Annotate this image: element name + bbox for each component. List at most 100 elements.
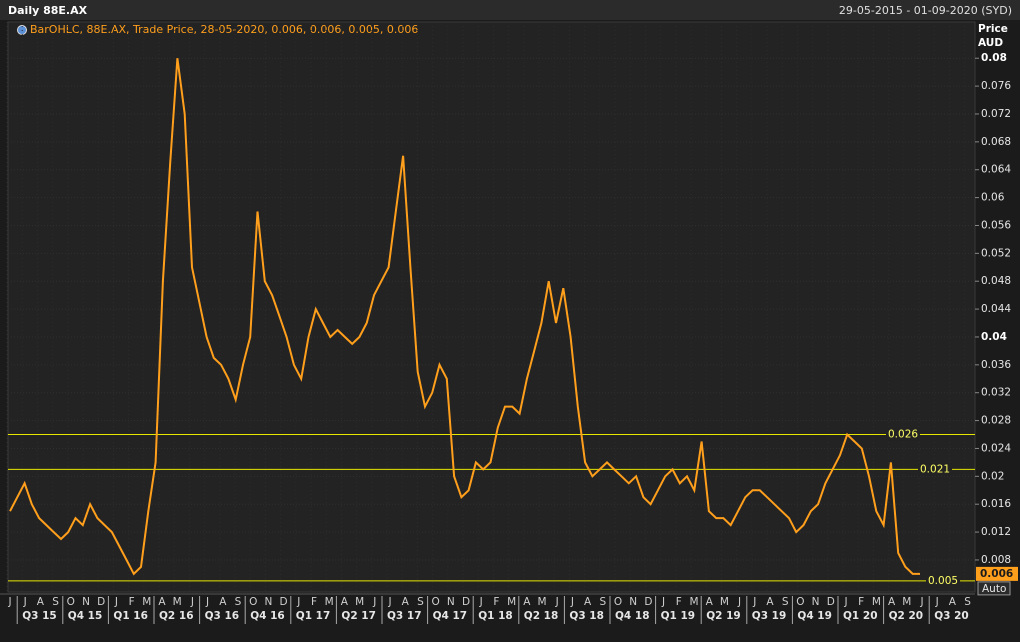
month-label: F — [676, 596, 682, 608]
month-label: A — [706, 596, 714, 608]
month-label: O — [67, 596, 75, 608]
month-label: J — [479, 596, 483, 608]
month-label: N — [447, 596, 455, 608]
quarter-label: Q2 20 — [889, 610, 924, 622]
scale-mode-box — [977, 581, 1011, 596]
month-label: J — [296, 596, 300, 608]
month-label: N — [264, 596, 272, 608]
month-label: J — [114, 596, 118, 608]
month-label: D — [827, 596, 835, 608]
y-tick-label: 0.052 — [981, 247, 1011, 259]
month-label: J — [7, 596, 11, 608]
quarter-label: Q3 19 — [752, 610, 787, 622]
quarter-label: Q1 19 — [661, 610, 696, 622]
month-label: S — [235, 596, 242, 608]
month-label: F — [858, 596, 864, 608]
scale-mode[interactable]: Auto — [982, 583, 1006, 595]
y-axis-unit: AUD — [978, 37, 1003, 49]
month-label: J — [843, 596, 847, 608]
quarter-label: Q4 19 — [797, 610, 832, 622]
y-tick-label: 0.072 — [981, 108, 1011, 120]
month-label: N — [629, 596, 637, 608]
month-label: S — [417, 596, 424, 608]
y-tick-label: 0.032 — [981, 387, 1011, 399]
y-tick-label: 0.044 — [981, 303, 1011, 315]
month-label: M — [173, 596, 182, 608]
month-label: O — [796, 596, 804, 608]
month-label: M — [507, 596, 516, 608]
month-label: A — [158, 596, 166, 608]
month-label: M — [720, 596, 729, 608]
month-label: M — [689, 596, 698, 608]
month-label: J — [387, 596, 391, 608]
y-tick-label: 0.064 — [981, 164, 1011, 176]
month-label: J — [752, 596, 756, 608]
month-label: A — [584, 596, 592, 608]
chart-title: Daily 88E.AX — [8, 4, 88, 17]
month-label: F — [129, 596, 135, 608]
month-label: M — [537, 596, 546, 608]
month-label: N — [812, 596, 820, 608]
month-label: J — [190, 596, 194, 608]
header-bar — [0, 0, 1020, 20]
month-label: S — [52, 596, 59, 608]
month-label: O — [249, 596, 257, 608]
quarter-label: Q4 15 — [68, 610, 103, 622]
level-label-bg — [918, 463, 952, 476]
month-label: O — [431, 596, 439, 608]
y-tick-label: 0.076 — [981, 80, 1011, 92]
y-tick-label: 0.08 — [981, 52, 1007, 64]
quarter-label: Q1 20 — [843, 610, 878, 622]
month-label: O — [614, 596, 622, 608]
quarter-label: Q3 15 — [22, 610, 57, 622]
quarter-label: Q1 17 — [296, 610, 331, 622]
month-label: J — [919, 596, 923, 608]
y-tick-label: 0.04 — [981, 331, 1007, 343]
quarter-label: Q4 16 — [250, 610, 285, 622]
price-line — [9, 58, 920, 576]
date-range: 29-05-2015 - 01-09-2020 (SYD) — [839, 4, 1012, 17]
month-label: D — [462, 596, 470, 608]
level-label: 0.005 — [928, 575, 958, 587]
month-label: M — [902, 596, 911, 608]
month-label: D — [97, 596, 105, 608]
month-label: J — [23, 596, 27, 608]
last-price-tag — [976, 566, 1018, 581]
month-label: F — [493, 596, 499, 608]
month-label: A — [341, 596, 349, 608]
month-label: A — [949, 596, 957, 608]
month-label: J — [555, 596, 559, 608]
month-label: J — [372, 596, 376, 608]
quarter-label: Q4 18 — [615, 610, 650, 622]
quarter-label: Q4 17 — [433, 610, 468, 622]
month-label: A — [37, 596, 45, 608]
month-label: S — [599, 596, 606, 608]
last-price-label: 0.006 — [980, 568, 1013, 580]
quarter-label: Q3 17 — [387, 610, 422, 622]
month-label: S — [782, 596, 789, 608]
month-label: J — [935, 596, 939, 608]
quarter-label: Q2 16 — [159, 610, 194, 622]
month-label: A — [523, 596, 531, 608]
month-label: J — [570, 596, 574, 608]
y-tick-label: 0.008 — [981, 554, 1011, 566]
quarter-label: Q1 16 — [113, 610, 147, 622]
level-label: 0.026 — [888, 429, 918, 441]
y-tick-label: 0.024 — [981, 442, 1011, 454]
level-label-bg — [886, 428, 920, 441]
month-label: M — [355, 596, 364, 608]
quarter-label: Q2 19 — [706, 610, 741, 622]
y-tick-label: 0.056 — [981, 219, 1011, 231]
quarter-label: Q3 18 — [569, 610, 604, 622]
month-label: S — [964, 596, 971, 608]
y-tick-label: 0.02 — [981, 470, 1004, 482]
month-label: J — [737, 596, 741, 608]
quarter-label: Q3 20 — [934, 610, 969, 622]
y-tick-label: 0.06 — [981, 192, 1005, 204]
plot-area — [7, 21, 976, 593]
month-label: D — [644, 596, 652, 608]
y-axis-label: Price — [978, 23, 1008, 35]
y-tick-label: 0.048 — [981, 275, 1011, 287]
month-label: M — [142, 596, 151, 608]
